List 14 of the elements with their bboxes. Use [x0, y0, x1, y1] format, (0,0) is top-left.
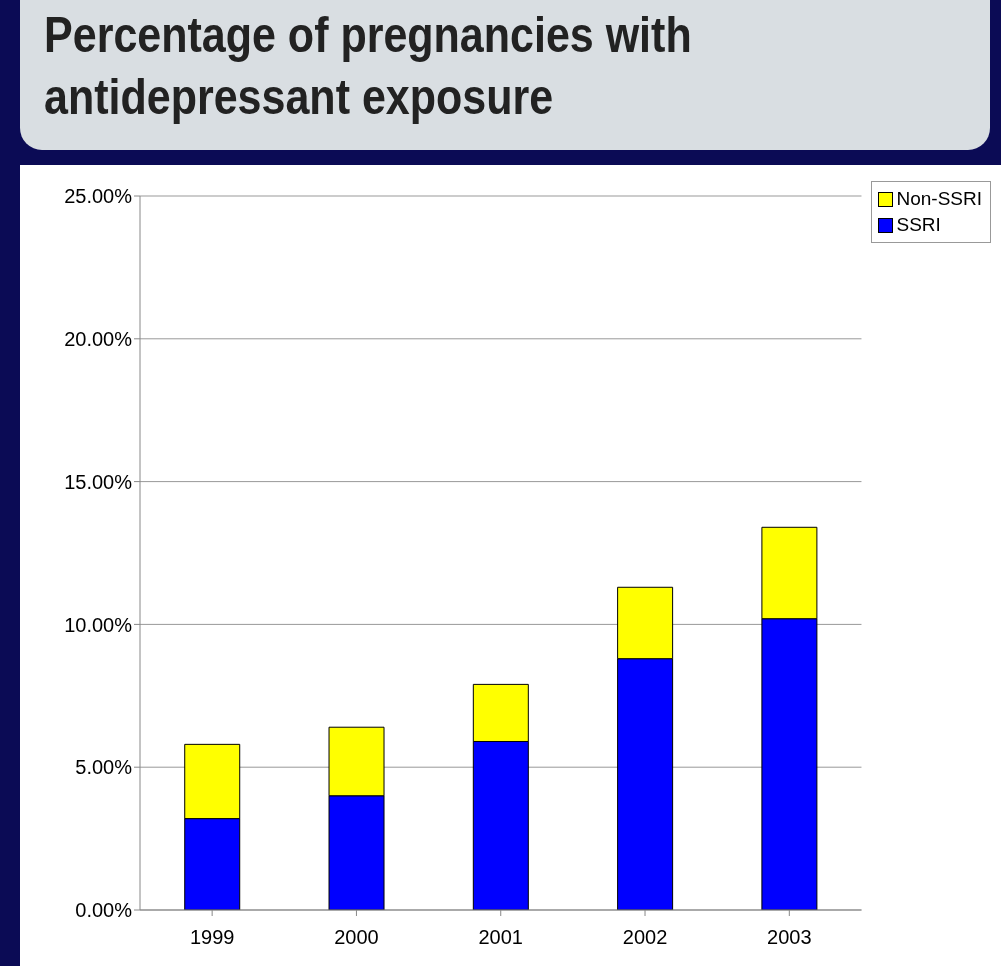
x-tick-label: 1999 — [189, 926, 235, 949]
x-tick-label: 2000 — [334, 926, 379, 949]
legend-label: SSRI — [896, 213, 941, 237]
y-tick-label: 10.00% — [64, 613, 133, 636]
y-tick-label: 20.00% — [64, 327, 133, 350]
x-tick-label: 2002 — [622, 926, 668, 949]
x-tick-label: 2001 — [478, 926, 523, 949]
legend-label: Non-SSRI — [896, 187, 982, 211]
chart-title: Percentage of pregnancies with antidepressant exposure — [43, 6, 693, 127]
x-tick-label: 2003 — [767, 926, 812, 949]
y-tick-label: 5.00% — [75, 756, 133, 779]
y-tick-label: 0.00% — [75, 899, 133, 922]
y-tick-label: 25.00% — [64, 185, 133, 208]
y-tick-label: 15.00% — [64, 470, 133, 493]
